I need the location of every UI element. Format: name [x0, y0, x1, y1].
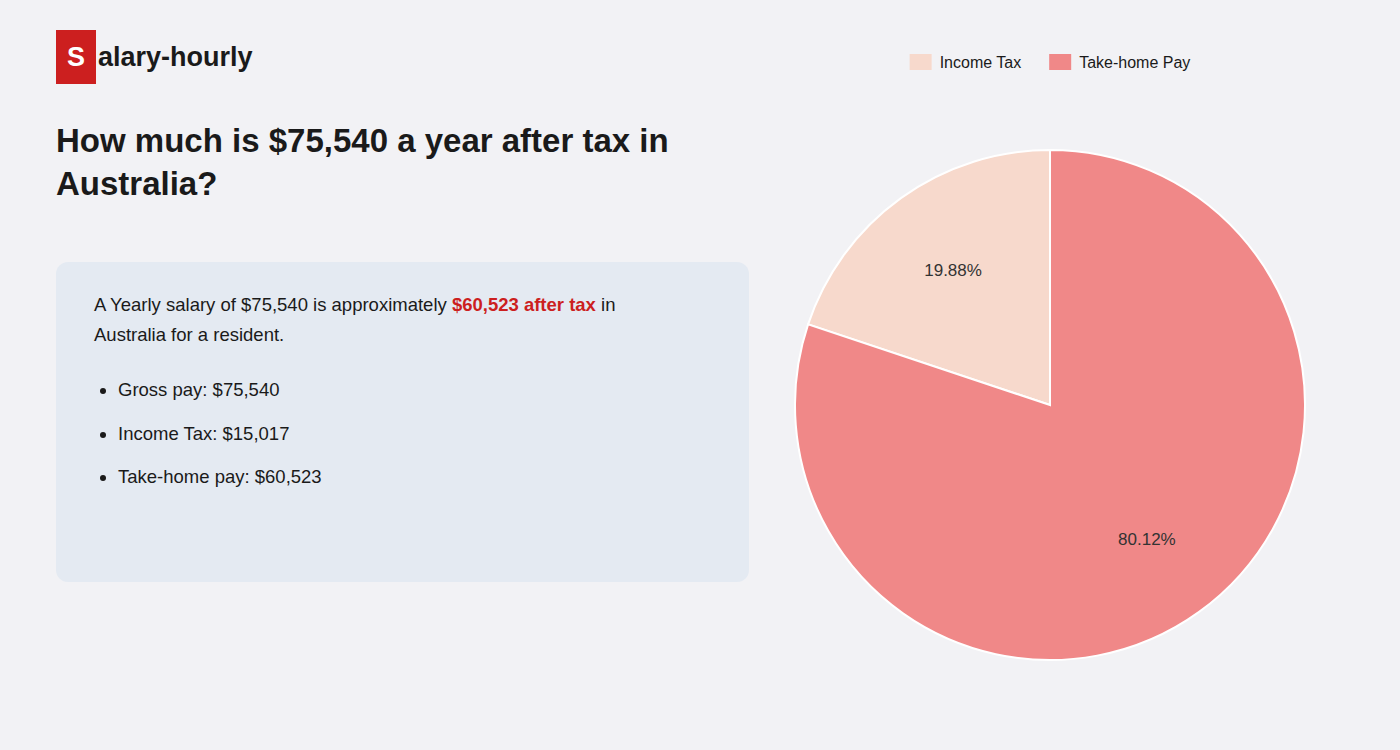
box-text: Australia for a resident.: [94, 320, 719, 350]
logo-letter: S: [56, 30, 96, 84]
bullet-item: Take-home pay: $60,523: [118, 462, 719, 492]
legend-swatch: [1049, 54, 1071, 70]
legend-entry: Take-home Pay: [1079, 54, 1190, 71]
info-box: A Yearly salary of $75,540 is approximat…: [56, 262, 749, 582]
data-labels: 19.88% 80.12%: [924, 261, 1176, 549]
box-text: in: [601, 294, 615, 315]
legend-swatch: [910, 54, 932, 70]
logo: Salary-hourly: [56, 30, 253, 84]
wedges: [795, 150, 1305, 660]
data-label: 19.88%: [924, 261, 982, 280]
wedge: [795, 150, 1305, 660]
logo-text: alary-hourly: [98, 42, 253, 73]
bullet-list: Gross pay: $75,540 Income Tax: $15,017 Tak…: [94, 375, 719, 492]
legend: Income Tax Take-home Pay: [910, 54, 1191, 71]
pie-chart: 19.88% 80.12% Income Tax Take-home Pay: [700, 0, 1400, 750]
box-highlight: $60,523 after tax: [452, 294, 596, 315]
legend-entry: Income Tax: [940, 54, 1022, 71]
bullet-item: Gross pay: $75,540: [118, 375, 719, 405]
data-label: 80.12%: [1118, 530, 1176, 549]
box-text: A Yearly salary of $75,540 is approximat…: [94, 294, 447, 315]
title: How much is $75,540 a year after tax in …: [56, 120, 736, 206]
box-line: A Yearly salary of $75,540 is approximat…: [94, 290, 719, 320]
bullet-item: Income Tax: $15,017: [118, 419, 719, 449]
